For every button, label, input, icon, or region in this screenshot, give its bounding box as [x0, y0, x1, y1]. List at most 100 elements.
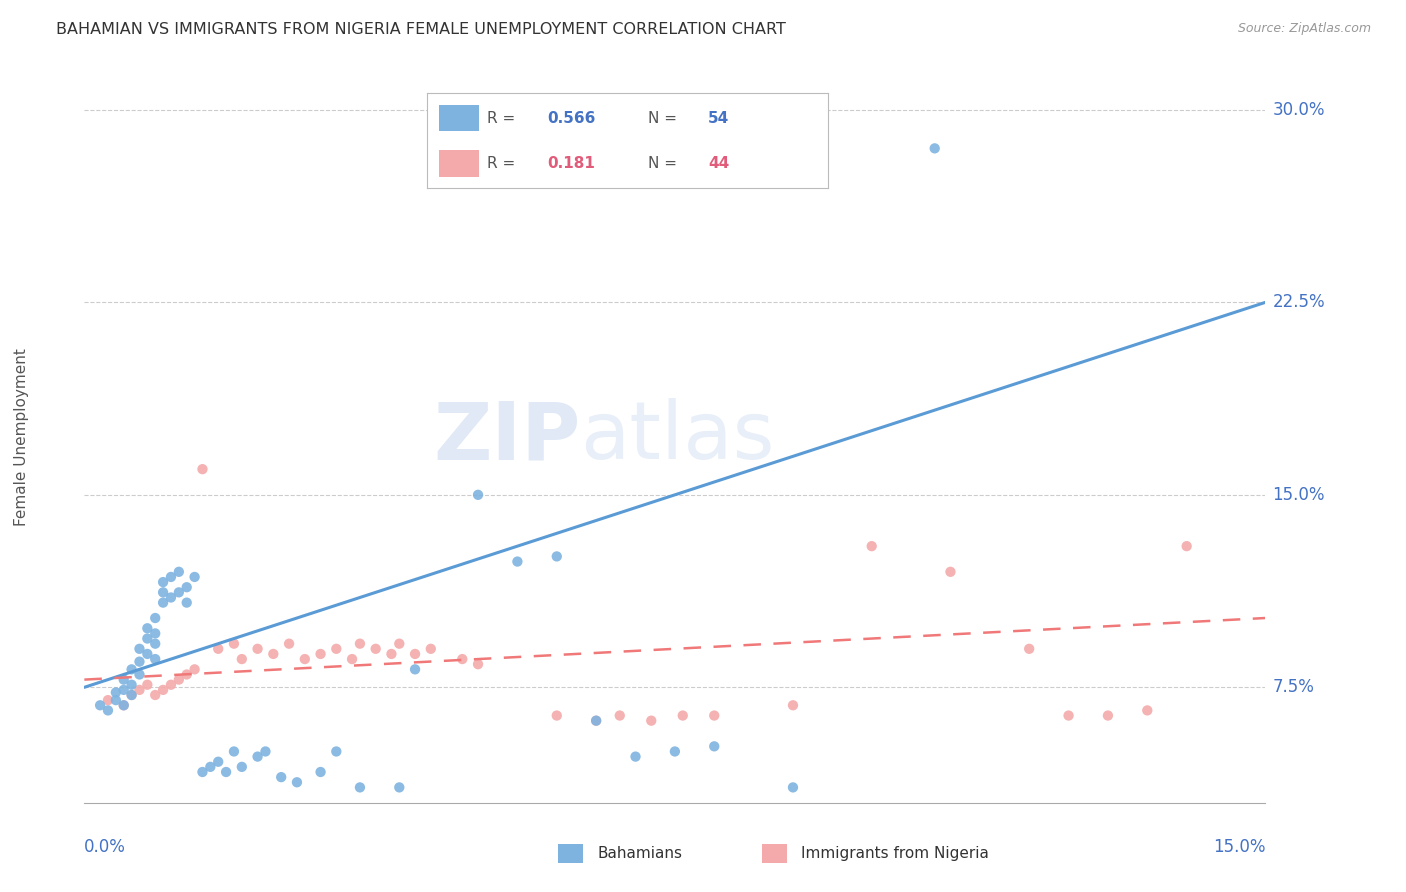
Text: 30.0%: 30.0%: [1272, 101, 1324, 119]
Point: [143, 652, 166, 666]
Point: [128, 682, 150, 697]
Point: [136, 678, 159, 692]
Text: Female Unemployment: Female Unemployment: [14, 348, 28, 526]
Point: [183, 662, 205, 676]
Point: [97, 693, 120, 707]
Point: [207, 755, 229, 769]
Point: [104, 685, 127, 699]
Point: [624, 749, 647, 764]
Point: [121, 662, 143, 676]
Point: [278, 637, 301, 651]
Point: [364, 641, 387, 656]
Text: 0.0%: 0.0%: [84, 838, 127, 856]
Point: [160, 678, 183, 692]
Point: [246, 749, 269, 764]
Point: [262, 647, 284, 661]
Point: [104, 693, 127, 707]
Text: ZIP: ZIP: [433, 398, 581, 476]
Point: [388, 780, 411, 795]
Point: [585, 714, 607, 728]
Point: [128, 641, 150, 656]
Point: [309, 647, 332, 661]
Point: [112, 682, 135, 697]
Point: [112, 673, 135, 687]
Point: [200, 760, 222, 774]
Point: [546, 708, 568, 723]
Point: [207, 641, 229, 656]
Text: Source: ZipAtlas.com: Source: ZipAtlas.com: [1237, 22, 1371, 36]
Point: [1136, 703, 1159, 717]
Point: [176, 667, 198, 681]
Point: [254, 744, 277, 758]
Point: [640, 714, 662, 728]
Point: [467, 657, 489, 672]
Point: [222, 637, 245, 651]
Text: Immigrants from Nigeria: Immigrants from Nigeria: [801, 847, 990, 861]
Point: [121, 688, 143, 702]
Point: [97, 703, 120, 717]
Point: [924, 141, 946, 155]
Point: [380, 647, 402, 661]
Point: [167, 585, 190, 599]
Point: [136, 632, 159, 646]
Point: [672, 708, 695, 723]
Point: [325, 641, 347, 656]
Point: [128, 655, 150, 669]
Point: [191, 764, 214, 779]
Point: [585, 714, 607, 728]
Point: [1057, 708, 1080, 723]
Point: [782, 780, 804, 795]
Point: [939, 565, 962, 579]
Point: [325, 744, 347, 758]
Point: [404, 647, 426, 661]
Point: [143, 688, 166, 702]
Point: [160, 591, 183, 605]
Point: [349, 780, 371, 795]
Text: 7.5%: 7.5%: [1272, 678, 1315, 697]
Point: [167, 565, 190, 579]
Point: [467, 488, 489, 502]
Text: 22.5%: 22.5%: [1272, 293, 1324, 311]
Text: 15.0%: 15.0%: [1272, 486, 1324, 504]
Point: [215, 764, 238, 779]
Point: [222, 744, 245, 758]
Point: [143, 637, 166, 651]
Point: [112, 698, 135, 713]
Point: [1097, 708, 1119, 723]
Point: [782, 698, 804, 713]
Point: [388, 637, 411, 651]
Point: [121, 688, 143, 702]
Point: [136, 647, 159, 661]
Point: [183, 570, 205, 584]
Point: [231, 760, 253, 774]
Point: [143, 611, 166, 625]
Point: [546, 549, 568, 564]
Point: [136, 621, 159, 635]
Point: [404, 662, 426, 676]
Point: [152, 596, 174, 610]
Point: [703, 739, 725, 754]
Point: [143, 626, 166, 640]
Text: BAHAMIAN VS IMMIGRANTS FROM NIGERIA FEMALE UNEMPLOYMENT CORRELATION CHART: BAHAMIAN VS IMMIGRANTS FROM NIGERIA FEMA…: [56, 22, 786, 37]
Point: [1175, 539, 1198, 553]
Point: [506, 555, 529, 569]
Point: [309, 764, 332, 779]
Point: [167, 673, 190, 687]
Point: [270, 770, 292, 784]
Point: [152, 682, 174, 697]
Point: [160, 570, 183, 584]
Point: [128, 667, 150, 681]
Text: Bahamians: Bahamians: [598, 847, 682, 861]
Point: [860, 539, 883, 553]
Point: [340, 652, 363, 666]
Point: [121, 678, 143, 692]
Point: [152, 575, 174, 590]
Point: [451, 652, 474, 666]
Point: [246, 641, 269, 656]
Point: [176, 596, 198, 610]
Point: [152, 585, 174, 599]
Point: [285, 775, 308, 789]
Point: [294, 652, 316, 666]
Point: [419, 641, 441, 656]
Point: [176, 580, 198, 594]
